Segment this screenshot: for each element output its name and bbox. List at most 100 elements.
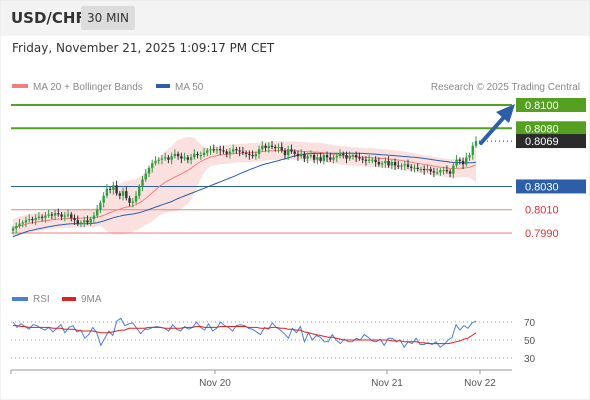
ma20-legend-label: MA 20 + Bollinger Bands bbox=[33, 82, 143, 93]
candle-body bbox=[241, 151, 245, 153]
x-tick-label: Nov 22 bbox=[464, 378, 496, 389]
candle-body bbox=[53, 213, 57, 216]
level-label-0.8080: 0.8080 bbox=[525, 123, 559, 135]
candle-body bbox=[367, 159, 371, 161]
candle-body bbox=[335, 156, 338, 158]
bollinger-band-area bbox=[13, 137, 476, 238]
level-box-0.8030 bbox=[516, 179, 586, 194]
candle-body bbox=[384, 160, 387, 164]
candle-body bbox=[319, 157, 322, 161]
candle-body bbox=[461, 160, 465, 165]
candle-body bbox=[287, 149, 290, 156]
candle-body bbox=[73, 217, 76, 221]
candle-body bbox=[387, 160, 390, 166]
candle-body bbox=[21, 222, 24, 224]
candle-body bbox=[202, 152, 206, 156]
rsi-panel: 70 50 30 bbox=[11, 317, 536, 365]
moving-averages bbox=[12, 149, 477, 238]
candle-body bbox=[134, 195, 138, 202]
candle-body bbox=[118, 193, 122, 196]
candle-body bbox=[371, 159, 374, 161]
candle-body bbox=[199, 155, 202, 157]
candle-body bbox=[309, 155, 313, 157]
candle-body bbox=[151, 163, 154, 168]
level-box-0.8080 bbox=[516, 121, 586, 136]
date-label: Friday, November 21, 2025 1:09:17 PM CET bbox=[12, 41, 275, 55]
candle-body bbox=[108, 188, 112, 190]
candle-body bbox=[70, 214, 73, 218]
candle-body bbox=[186, 157, 190, 160]
candle-body bbox=[374, 159, 377, 163]
candle-body bbox=[377, 162, 381, 165]
rsi-ma-line bbox=[13, 325, 477, 345]
candle-body bbox=[167, 157, 170, 160]
candle-body bbox=[183, 157, 186, 159]
candle-body bbox=[193, 153, 196, 158]
arrow-shaft bbox=[479, 114, 507, 145]
symbol-title: USD/CHF bbox=[11, 9, 86, 27]
candle-body bbox=[231, 149, 235, 152]
candle-body bbox=[144, 173, 147, 180]
candle-body bbox=[400, 165, 403, 167]
candle-body bbox=[141, 179, 144, 187]
candle-body bbox=[24, 220, 28, 223]
ma50-line bbox=[12, 152, 477, 238]
candle-body bbox=[397, 165, 400, 167]
ma20-legend-swatch bbox=[12, 84, 28, 88]
candle-body bbox=[228, 151, 232, 154]
x-axis-ticks: Nov 20 Nov 21 Nov 22 bbox=[10, 370, 496, 389]
candle-body bbox=[189, 157, 193, 160]
candle-body bbox=[63, 215, 67, 217]
candle-body bbox=[406, 164, 410, 167]
candle-body bbox=[225, 151, 228, 154]
bollinger-bands bbox=[13, 137, 476, 238]
ma20-line bbox=[12, 149, 477, 229]
candle-body bbox=[325, 155, 329, 158]
candle-body bbox=[264, 145, 267, 149]
candle-body bbox=[89, 219, 92, 223]
credit-label: Research © 2025 Trading Central bbox=[431, 82, 580, 93]
candle-body bbox=[219, 149, 222, 151]
candle-body bbox=[452, 165, 455, 174]
candle-body bbox=[238, 150, 241, 152]
candle-body bbox=[251, 155, 254, 157]
candle-body bbox=[416, 167, 419, 169]
candle-body bbox=[448, 171, 452, 174]
candle-body bbox=[348, 156, 351, 159]
candle-body bbox=[76, 220, 79, 224]
price-labels: 0.8100 0.8080 0.8030 0.8010 0.7990 0.8069 bbox=[516, 98, 586, 240]
candle-body bbox=[125, 191, 128, 199]
candle-body bbox=[44, 215, 47, 218]
candle-body bbox=[112, 185, 115, 190]
candle-body bbox=[15, 226, 18, 229]
candle-body bbox=[322, 155, 326, 161]
candle-body bbox=[176, 153, 180, 157]
candle-body bbox=[92, 215, 96, 220]
candle-body bbox=[138, 186, 141, 196]
candle-body bbox=[257, 149, 261, 154]
candle-body bbox=[455, 159, 458, 166]
timeframe-button[interactable]: 30 MIN bbox=[81, 6, 135, 30]
candle-body bbox=[429, 169, 432, 172]
candle-body bbox=[465, 157, 468, 165]
candle-body bbox=[303, 153, 306, 159]
candle-body bbox=[99, 202, 102, 210]
candle-body bbox=[212, 149, 215, 151]
candle-body bbox=[316, 157, 319, 160]
rsi-tick-50: 50 bbox=[524, 336, 536, 347]
candle-body bbox=[180, 156, 183, 159]
candle-body bbox=[474, 141, 478, 146]
candle-body bbox=[128, 198, 131, 203]
candle-body bbox=[34, 217, 37, 221]
candle-body bbox=[31, 219, 34, 221]
current-price-label: 0.8069 bbox=[525, 136, 559, 148]
arrow-head bbox=[496, 104, 515, 123]
candle-body bbox=[270, 145, 274, 147]
candle-body bbox=[248, 153, 251, 156]
candle-body bbox=[390, 162, 394, 166]
x-tick-label: Nov 21 bbox=[371, 378, 403, 389]
candle-body bbox=[131, 201, 134, 203]
candle-body bbox=[283, 150, 287, 156]
candle-body bbox=[11, 228, 15, 231]
